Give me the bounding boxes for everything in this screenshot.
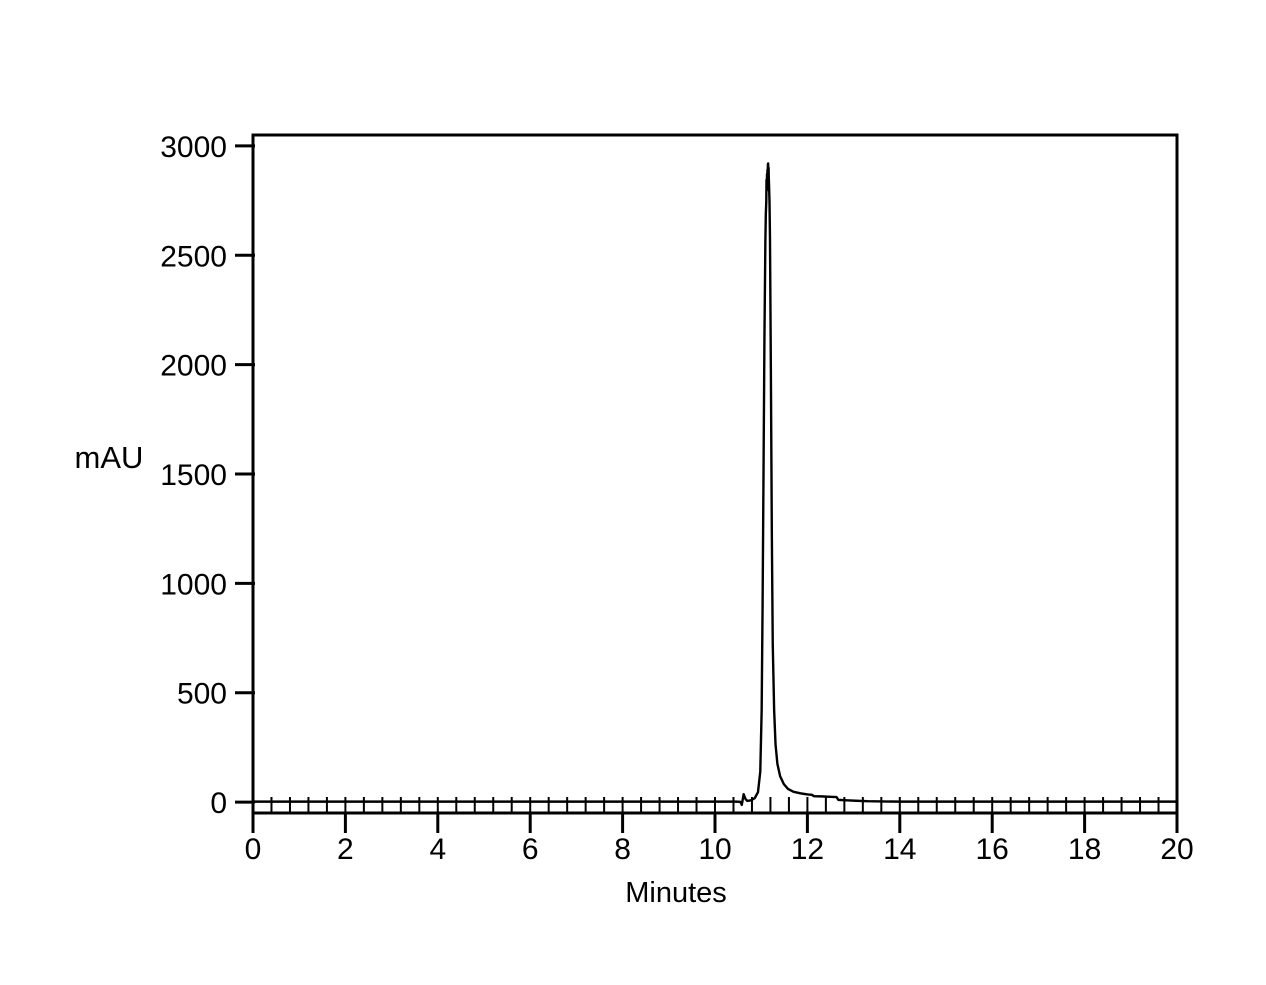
y-tick-label: 0 bbox=[210, 787, 227, 820]
y-tick-label: 500 bbox=[177, 678, 227, 711]
y-tick-label: 1500 bbox=[160, 459, 227, 492]
x-tick-label: 8 bbox=[614, 833, 631, 866]
x-axis-major-ticks bbox=[251, 813, 1179, 833]
chromatogram-trace-line bbox=[251, 162, 1179, 807]
x-tick-label: 4 bbox=[429, 833, 446, 866]
y-tick-label: 1000 bbox=[160, 568, 227, 601]
x-tick-label: 16 bbox=[976, 833, 1009, 866]
plot-frame bbox=[251, 133, 1179, 815]
y-tick-label: 2500 bbox=[160, 240, 227, 273]
x-tick-label: 10 bbox=[698, 833, 731, 866]
y-axis-major-ticks bbox=[235, 144, 255, 804]
x-tick-label: 18 bbox=[1068, 833, 1101, 866]
y-tick-label: 3000 bbox=[160, 131, 227, 164]
x-axis-label: Minutes bbox=[625, 877, 727, 909]
y-tick-label: 2000 bbox=[160, 350, 227, 383]
x-tick-label: 2 bbox=[337, 833, 354, 866]
x-tick-label: 14 bbox=[883, 833, 916, 866]
x-tick-label: 0 bbox=[245, 833, 262, 866]
x-tick-label: 12 bbox=[791, 833, 824, 866]
x-tick-label: 20 bbox=[1160, 833, 1193, 866]
x-axis-tick-labels: 0 2 4 6 8 10 12 14 16 18 20 bbox=[245, 833, 1194, 866]
x-tick-label: 6 bbox=[522, 833, 539, 866]
y-axis-label: mAU bbox=[75, 440, 144, 475]
y-axis-tick-labels: 0 500 1000 1500 2000 2500 3000 bbox=[160, 131, 227, 820]
x-axis-minor-ticks bbox=[252, 797, 1178, 813]
